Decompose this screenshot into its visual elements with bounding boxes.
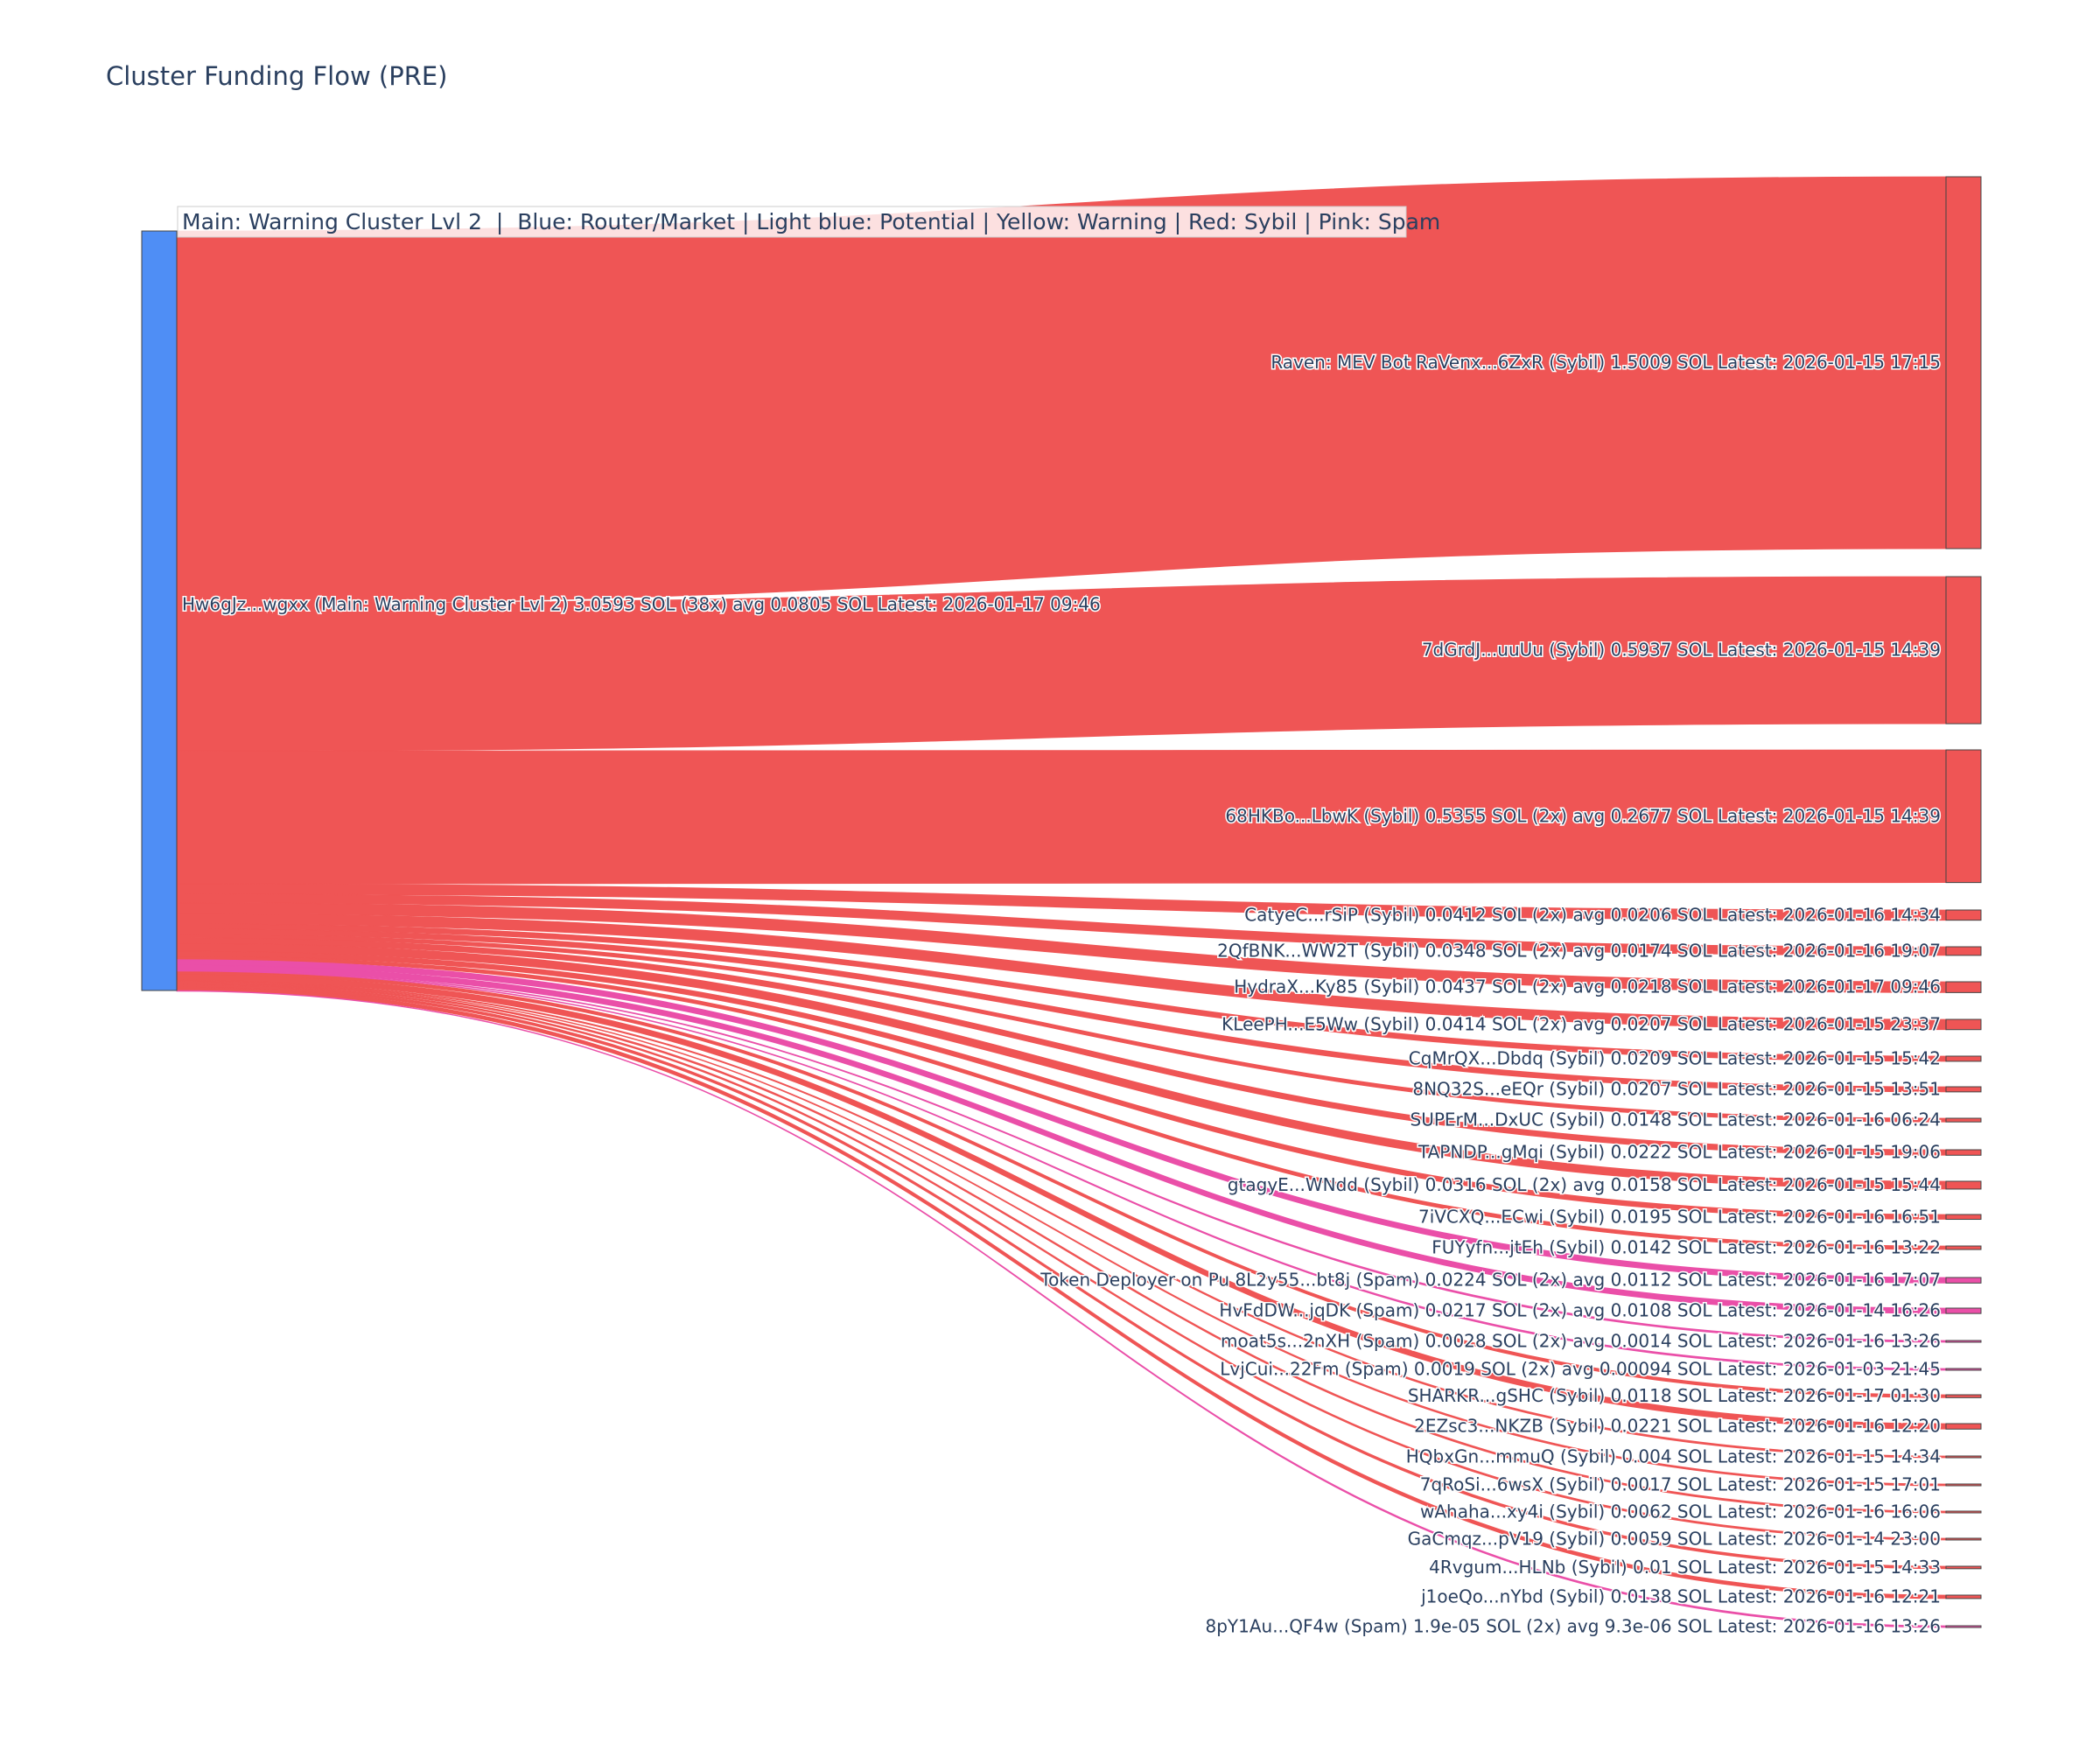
target-node[interactable]: [1945, 1214, 1982, 1221]
legend-text: Main: Warning Cluster Lvl 2 | Blue: Rout…: [182, 209, 1440, 234]
target-node-label: 7qRoSi...6wsX (Sybil) 0.0017 SOL Latest:…: [1420, 1474, 1941, 1495]
target-node-label: GaCmqz...pV19 (Sybil) 0.0059 SOL Latest:…: [1408, 1529, 1941, 1550]
target-node[interactable]: [1945, 1307, 1982, 1314]
target-node[interactable]: [1945, 1510, 1982, 1514]
target-node[interactable]: [1945, 1180, 1982, 1190]
target-node[interactable]: [1945, 1455, 1982, 1459]
target-node-label: Token Deployer on Pu 8L2y55...bt8j (Spam…: [1040, 1270, 1941, 1291]
target-node-label: 7dGrdJ...uuUu (Sybil) 0.5937 SOL Latest:…: [1422, 640, 1941, 661]
target-node[interactable]: [1945, 1537, 1982, 1541]
target-node-label: 4Rvgum...HLNb (Sybil) 0.01 SOL Latest: 2…: [1429, 1557, 1941, 1578]
target-node-label: LvjCui...22Fm (Spam) 0.0019 SOL (2x) avg…: [1220, 1359, 1941, 1380]
source-node[interactable]: [141, 230, 178, 991]
target-node[interactable]: [1945, 1245, 1982, 1250]
target-node-label: 7iVCXQ...ECwi (Sybil) 0.0195 SOL Latest:…: [1418, 1206, 1941, 1227]
sankey-labels: Hw6gJz...wgxx (Main: Warning Cluster Lvl…: [181, 351, 1942, 1639]
target-node[interactable]: [1945, 1086, 1982, 1093]
target-node-label: SUPErM...DxUC (Sybil) 0.0148 SOL Latest:…: [1410, 1110, 1941, 1130]
legend-background: [177, 206, 1407, 238]
target-node-label: CqMrQX...Dbdq (Sybil) 0.0209 SOL Latest:…: [1409, 1047, 1941, 1068]
target-node-label: KLeePH...E5Ww (Sybil) 0.0414 SOL (2x) av…: [1222, 1013, 1941, 1034]
target-node-label: HvFdDW...jqDK (Spam) 0.0217 SOL (2x) avg…: [1219, 1300, 1941, 1321]
target-node[interactable]: [1945, 1368, 1982, 1371]
target-node[interactable]: [1945, 1117, 1982, 1123]
target-node[interactable]: [1945, 1594, 1982, 1600]
target-node[interactable]: [1945, 981, 1982, 993]
target-node[interactable]: [1945, 1625, 1982, 1628]
target-node-label: FUYyfn...jtEh (Sybil) 0.0142 SOL Latest:…: [1432, 1237, 1941, 1258]
target-node[interactable]: [1945, 749, 1982, 884]
sankey-links: [176, 176, 1947, 1628]
target-node-label: Raven: MEV Bot RaVenx...6ZxR (Sybil) 1.5…: [1270, 352, 1941, 373]
target-node-label: TAPNDP...gMqi (Sybil) 0.0222 SOL Latest:…: [1418, 1142, 1941, 1163]
target-node[interactable]: [1945, 1565, 1982, 1570]
target-node-label: HQbxGn...mmuQ (Sybil) 0.004 SOL Latest: …: [1406, 1446, 1941, 1467]
target-node[interactable]: [1945, 1340, 1982, 1343]
chart-title: Cluster Funding Flow (PRE): [106, 61, 448, 91]
target-node-label: SHARKR...gSHC (Sybil) 0.0118 SOL Latest:…: [1408, 1385, 1941, 1406]
target-node[interactable]: [1945, 1055, 1982, 1062]
legend-annotation: Main: Warning Cluster Lvl 2 | Blue: Rout…: [177, 206, 1440, 238]
target-node-label: 8NQ32S...eEQr (Sybil) 0.0207 SOL Latest:…: [1412, 1078, 1941, 1099]
target-node-label: wAhaha...xy4i (Sybil) 0.0062 SOL Latest:…: [1420, 1502, 1941, 1522]
target-node-label: 2QfBNK...WW2T (Sybil) 0.0348 SOL (2x) av…: [1217, 940, 1941, 961]
target-node[interactable]: [1945, 1423, 1982, 1430]
target-node[interactable]: [1945, 176, 1982, 550]
target-node[interactable]: [1945, 1018, 1982, 1031]
target-node-label: j1oeQo...nYbd (Sybil) 0.0138 SOL Latest:…: [1420, 1586, 1941, 1606]
target-node[interactable]: [1945, 576, 1982, 724]
target-node-label: HydraX...Ky85 (Sybil) 0.0437 SOL (2x) av…: [1234, 976, 1941, 998]
target-node-label: CatyeC...rSiP (Sybil) 0.0412 SOL (2x) av…: [1244, 904, 1941, 925]
target-node[interactable]: [1945, 1483, 1982, 1487]
target-node[interactable]: [1945, 946, 1982, 956]
target-node[interactable]: [1945, 1149, 1982, 1156]
sankey-link[interactable]: [176, 176, 1947, 605]
target-node-label: 8pY1Au...QF4w (Spam) 1.9e-05 SOL (2x) av…: [1205, 1616, 1941, 1637]
target-node-label: 2EZsc3...NKZB (Sybil) 0.0221 SOL Latest:…: [1414, 1416, 1941, 1437]
target-node-label: 68HKBo...LbwK (Sybil) 0.5355 SOL (2x) av…: [1225, 805, 1941, 826]
target-node[interactable]: [1945, 909, 1982, 921]
sankey-nodes: [141, 176, 1982, 1628]
target-node-label: moat5s...2nXH (Spam) 0.0028 SOL (2x) avg…: [1221, 1331, 1941, 1352]
source-node-label: Hw6gJz...wgxx (Main: Warning Cluster Lvl…: [182, 594, 1101, 615]
target-node[interactable]: [1945, 1394, 1982, 1398]
target-node[interactable]: [1945, 1277, 1982, 1284]
target-node-label: gtagyE...WNdd (Sybil) 0.0316 SOL (2x) av…: [1228, 1174, 1941, 1195]
